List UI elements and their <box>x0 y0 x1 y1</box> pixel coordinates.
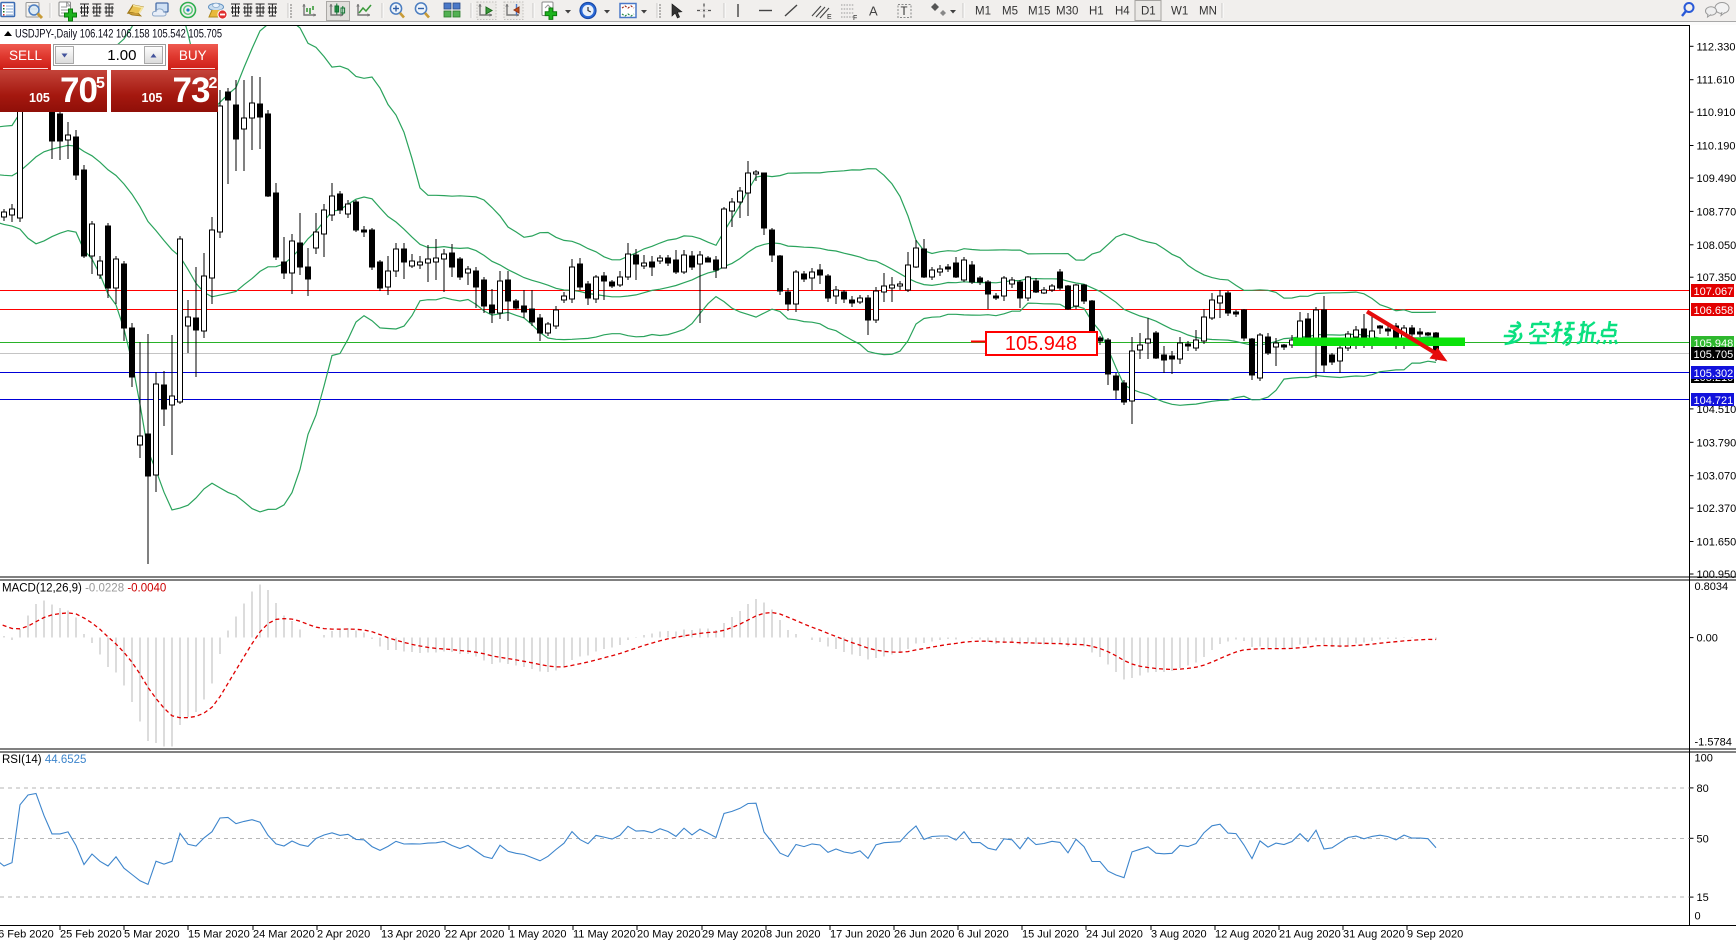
svg-text:D1: D1 <box>1141 6 1156 18</box>
svg-text:111.610: 111.610 <box>1697 75 1735 87</box>
svg-text:MN: MN <box>1199 6 1217 18</box>
svg-text:0: 0 <box>1695 911 1701 923</box>
svg-text:29 May 2020: 29 May 2020 <box>702 929 766 940</box>
svg-text:F: F <box>853 15 857 22</box>
svg-text:105.705: 105.705 <box>1694 349 1734 361</box>
svg-text:A: A <box>869 4 878 19</box>
svg-text:17 Jun 2020: 17 Jun 2020 <box>830 929 891 940</box>
svg-text:24 Jul 2020: 24 Jul 2020 <box>1086 929 1143 940</box>
svg-text:H4: H4 <box>1115 6 1130 18</box>
svg-text:M1: M1 <box>975 6 991 18</box>
svg-text:2 Apr 2020: 2 Apr 2020 <box>317 929 370 940</box>
svg-text:16 Feb 2020: 16 Feb 2020 <box>0 929 54 940</box>
svg-text:E: E <box>827 14 832 21</box>
svg-text:M5: M5 <box>1002 6 1018 18</box>
svg-text:22 Apr 2020: 22 Apr 2020 <box>445 929 504 940</box>
svg-text:6 Jul 2020: 6 Jul 2020 <box>958 929 1009 940</box>
svg-text:106.658: 106.658 <box>1694 305 1734 317</box>
svg-text:20 May 2020: 20 May 2020 <box>637 929 701 940</box>
svg-text:107.350: 107.350 <box>1697 272 1736 284</box>
svg-text:103.790: 103.790 <box>1697 437 1736 449</box>
svg-text:1 May 2020: 1 May 2020 <box>509 929 566 940</box>
svg-text:0.8034: 0.8034 <box>1695 581 1729 593</box>
svg-text:13 Apr 2020: 13 Apr 2020 <box>381 929 440 940</box>
svg-text:104.721: 104.721 <box>1694 395 1734 407</box>
svg-text:50: 50 <box>1697 833 1709 845</box>
svg-text:15 Mar 2020: 15 Mar 2020 <box>188 929 250 940</box>
svg-text:-1.5784: -1.5784 <box>1695 737 1732 749</box>
svg-text:T: T <box>901 6 908 18</box>
svg-text:104.510: 104.510 <box>1697 404 1736 416</box>
svg-text:RSI(14) 44.6525: RSI(14) 44.6525 <box>2 754 86 766</box>
svg-text:100: 100 <box>1695 753 1713 765</box>
svg-text:101.650: 101.650 <box>1697 537 1736 549</box>
svg-text:M15: M15 <box>1028 6 1050 18</box>
svg-text:107.067: 107.067 <box>1694 286 1734 298</box>
svg-text:8 Jun 2020: 8 Jun 2020 <box>766 929 820 940</box>
svg-text:105.948: 105.948 <box>1005 333 1077 355</box>
svg-text:110.910: 110.910 <box>1697 107 1736 119</box>
svg-text:H1: H1 <box>1089 6 1104 18</box>
svg-text:102.370: 102.370 <box>1697 503 1736 515</box>
svg-text:108.050: 108.050 <box>1697 240 1736 252</box>
svg-text:0.00: 0.00 <box>1697 633 1718 645</box>
svg-text:103.070: 103.070 <box>1697 471 1736 483</box>
svg-text:15 Jul 2020: 15 Jul 2020 <box>1022 929 1079 940</box>
svg-text:9 Sep 2020: 9 Sep 2020 <box>1407 929 1463 940</box>
svg-text:80: 80 <box>1697 783 1709 795</box>
svg-text:105.302: 105.302 <box>1694 368 1734 380</box>
svg-text:W1: W1 <box>1171 6 1188 18</box>
svg-text:25 Feb 2020: 25 Feb 2020 <box>60 929 122 940</box>
svg-text:21 Aug 2020: 21 Aug 2020 <box>1279 929 1341 940</box>
svg-text:110.190: 110.190 <box>1697 141 1736 153</box>
svg-text:31 Aug 2020: 31 Aug 2020 <box>1343 929 1405 940</box>
svg-text:109.490: 109.490 <box>1697 173 1736 185</box>
svg-text:11 May 2020: 11 May 2020 <box>573 929 636 940</box>
svg-text:100.950: 100.950 <box>1697 569 1736 581</box>
svg-text:5 Mar 2020: 5 Mar 2020 <box>124 929 180 940</box>
svg-text:12 Aug 2020: 12 Aug 2020 <box>1215 929 1277 940</box>
svg-text:M30: M30 <box>1056 6 1078 18</box>
svg-text:112.330: 112.330 <box>1697 41 1736 53</box>
svg-text:USDJPY-,Daily 106.142 106.158: USDJPY-,Daily 106.142 106.158 105.542 10… <box>15 27 222 41</box>
svg-text:26 Jun 2020: 26 Jun 2020 <box>894 929 955 940</box>
svg-text:108.770: 108.770 <box>1697 206 1736 218</box>
svg-text:24 Mar 2020: 24 Mar 2020 <box>253 929 315 940</box>
svg-text:3 Aug 2020: 3 Aug 2020 <box>1151 929 1207 940</box>
svg-text:MACD(12,26,9) -0.0228 -0.0040: MACD(12,26,9) -0.0228 -0.0040 <box>2 583 166 595</box>
svg-text:15: 15 <box>1697 892 1709 904</box>
